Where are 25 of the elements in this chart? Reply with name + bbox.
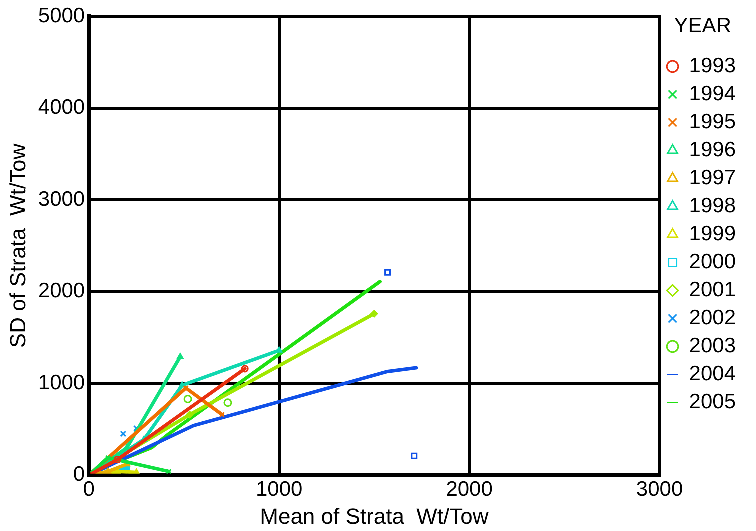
- legend-label: 2001: [689, 278, 736, 302]
- x-tick-label: 1000: [256, 478, 303, 501]
- legend-label: 1995: [689, 110, 736, 134]
- legend-label: 1997: [689, 166, 736, 190]
- legend-title: YEAR: [674, 14, 732, 38]
- legend-label: 2004: [689, 362, 736, 386]
- y-tick-label: 4000: [38, 96, 86, 120]
- y-tick-label: 5000: [38, 4, 86, 28]
- legend-label: 2005: [689, 390, 736, 414]
- y-tick-label: 1000: [38, 371, 86, 394]
- x-tick-label: 3000: [636, 478, 684, 501]
- y-tick-label: 3000: [38, 188, 86, 211]
- x-axis-title: Mean of Strata Wt/Tow: [260, 504, 489, 529]
- legend-label: 2000: [689, 250, 736, 274]
- y-axis-title: SD of Strata Wt/Tow: [5, 144, 30, 348]
- legend-label: 1998: [689, 194, 736, 218]
- legend-label: 1993: [689, 54, 736, 78]
- legend-label: 1994: [689, 82, 736, 106]
- y-tick-label: 2000: [38, 280, 86, 303]
- legend-label: 2003: [689, 334, 736, 358]
- legend-label: 2002: [689, 306, 736, 330]
- y-tick-label: 0: [73, 463, 86, 486]
- legend-label: 1996: [689, 138, 736, 162]
- legend-label: 1999: [689, 222, 736, 246]
- x-tick-label: 2000: [446, 478, 493, 501]
